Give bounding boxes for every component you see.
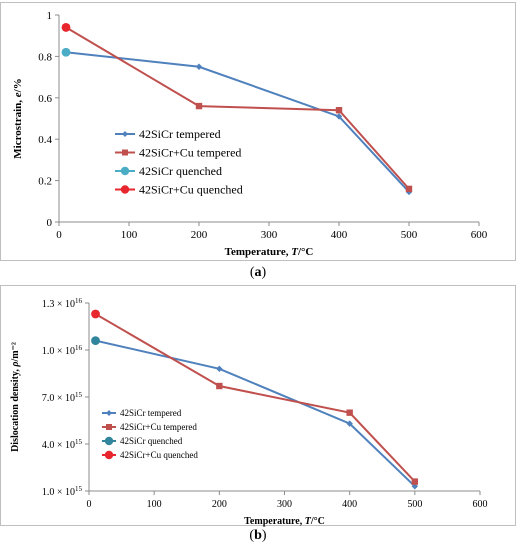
data-point: [195, 102, 203, 110]
data-point: [411, 478, 419, 485]
y-tick-label: 1: [47, 10, 53, 22]
data-point: [216, 382, 223, 390]
x-tick-label: 0: [87, 499, 92, 510]
legend-marker: [104, 450, 114, 460]
x-tick-label: 0: [56, 229, 62, 241]
x-tick-label: 100: [147, 499, 162, 510]
dislocation-density-chart: 0 100 200 300 400 500 600 1.0 × 1015 4.0 × 1015 7…: [10, 297, 488, 527]
y-axis-label: Microstrain, e/%: [12, 78, 24, 158]
y-axis-label: Dislocation density, ρ/m⁻²: [10, 342, 21, 452]
legend: 42SiCr tempered 42SiCr+Cu tempered 42SiCr …: [115, 127, 243, 197]
data-point: [91, 309, 100, 319]
series-42sicr-cu-quenched: [91, 309, 100, 319]
x-tick-label: 400: [331, 229, 348, 241]
x-tick-label: 200: [212, 499, 227, 510]
y-tick-label: 7.0 × 1015: [42, 391, 83, 404]
data-point: [216, 365, 223, 372]
caption-a-label: a: [254, 265, 262, 280]
y-tick-label: 4.0 × 1015: [42, 438, 83, 451]
data-point: [91, 336, 100, 345]
chart-panel-b: 0 100 200 300 400 500 600 1.0 × 1015 4.0 × 1015 7…: [0, 285, 516, 527]
series-42sicr-cu-tempered: [62, 24, 413, 193]
series-42sicr-quenched: [61, 47, 71, 57]
legend-marker: [106, 424, 112, 430]
x-tick-label: 300: [261, 229, 278, 241]
series-line: [95, 339, 416, 488]
microstrain-chart: 0 100 200 300 400 500 600 0 0.2 0.4 0.6 0.8 1 Tempera…: [12, 10, 488, 258]
legend-marker: [122, 149, 128, 156]
x-tick-label: 400: [342, 499, 357, 510]
y-tick-label: 0.2: [38, 176, 52, 188]
x-tick-label: 200: [191, 229, 208, 241]
chart-panel-a: 0 100 200 300 400 500 600 0 0.2 0.4 0.6 0.8 1 Tempera…: [0, 2, 516, 261]
series-line: [95, 313, 416, 483]
y-tick-label: 1.0 × 1015: [42, 485, 83, 498]
y-tick-label: 0: [47, 217, 53, 229]
legend-marker: [122, 131, 128, 137]
x-axis-label: Temperature, T/°C: [244, 516, 325, 527]
legend-entry: 42SiCr quenched: [120, 436, 183, 446]
y-tick-label: 0.6: [38, 93, 52, 105]
series-42sicr-tempered: [62, 49, 413, 196]
legend: 42SiCr tempered 42SiCr+Cu tempered 42SiCr …: [102, 408, 198, 460]
data-point: [335, 107, 343, 114]
x-axis-label: Temperature, T/°C: [225, 246, 314, 258]
x-tick-label: 100: [121, 229, 138, 241]
x-tick-label: 500: [407, 499, 422, 510]
data-point: [346, 409, 353, 416]
data-point: [335, 113, 343, 120]
y-tick-label: 0.8: [38, 51, 52, 63]
y-tick-label: 0.4: [38, 134, 52, 146]
x-tick-label: 500: [401, 229, 418, 241]
data-point: [61, 47, 71, 57]
legend-entry: 42SiCr+Cu quenched: [139, 183, 243, 197]
data-point: [61, 23, 71, 32]
legend-entry: 42SiCr+Cu tempered: [120, 422, 197, 432]
legend-marker: [104, 436, 114, 446]
y-tick-label: 1.3 × 1016: [42, 297, 83, 310]
caption-b: (b): [249, 528, 267, 543]
legend-marker: [120, 185, 130, 194]
series-line: [65, 26, 410, 190]
legend-entry: 42SiCr quenched: [139, 164, 222, 178]
caption-a: (a): [249, 265, 267, 280]
data-point: [195, 63, 203, 70]
data-point: [405, 185, 413, 193]
y-tick-label: 1.0 × 1016: [42, 344, 83, 357]
legend-entry: 42SiCr+Cu tempered: [139, 146, 241, 160]
x-tick-label: 600: [473, 499, 488, 510]
legend-marker: [106, 410, 112, 416]
legend-entry: 42SiCr+Cu quenched: [120, 450, 198, 460]
series-42sicr-quenched: [91, 336, 100, 345]
series-line: [65, 51, 410, 193]
caption-b-label: b: [254, 528, 262, 543]
x-tick-label: 600: [471, 229, 488, 241]
legend-entry: 42SiCr tempered: [139, 127, 221, 141]
series-42sicr-cu-quenched: [61, 23, 71, 32]
legend-entry: 42SiCr tempered: [120, 408, 182, 418]
x-tick-label: 300: [277, 499, 292, 510]
legend-marker: [120, 166, 130, 176]
